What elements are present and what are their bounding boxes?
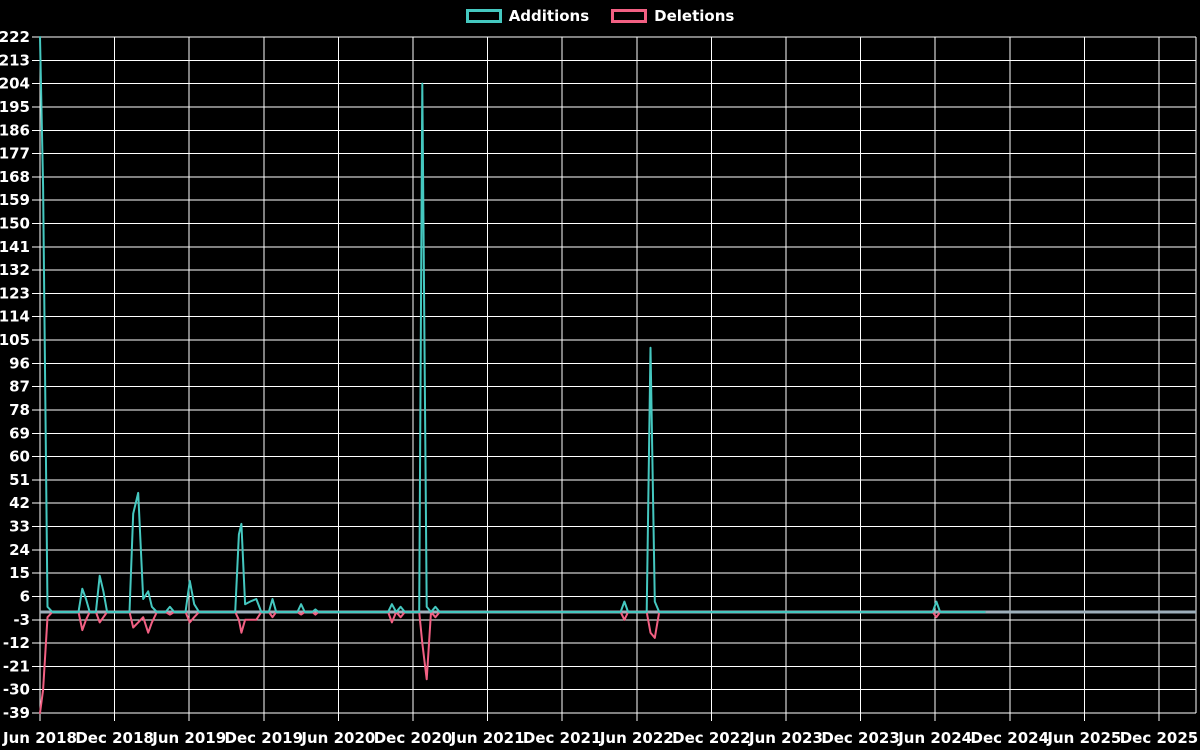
y-tick-label: 78: [9, 401, 30, 419]
y-tick-label: -39: [3, 704, 30, 722]
x-tick-label: Jun 2023: [748, 729, 823, 747]
deletions-swatch-icon: [611, 9, 648, 23]
x-tick-label: Dec 2019: [225, 729, 304, 747]
y-tick-label: -30: [3, 681, 30, 699]
y-tick-label: 114: [0, 308, 30, 326]
additions-line: [39, 36, 986, 613]
y-tick-label: 96: [9, 354, 30, 372]
x-tick-label: Jun 2018: [2, 729, 77, 747]
y-tick-label: 177: [0, 145, 30, 163]
chart-legend: Additions Deletions: [0, 6, 1200, 26]
y-tick-label: 159: [0, 191, 30, 209]
x-tick-label: Jun 2021: [450, 729, 525, 747]
x-tick-label: Dec 2018: [75, 729, 154, 747]
x-tick-label: Dec 2022: [672, 729, 751, 747]
x-tick-label: Dec 2023: [821, 729, 900, 747]
y-tick-label: 15: [9, 564, 30, 582]
y-tick-label: 204: [0, 75, 30, 93]
deletions-line: [39, 611, 986, 714]
y-tick-label: 42: [9, 494, 30, 512]
y-tick-label: 69: [9, 424, 30, 442]
y-tick-label: 105: [0, 331, 30, 349]
y-tick-label: 60: [9, 448, 30, 466]
y-tick-label: -21: [3, 657, 30, 675]
y-tick-label: 33: [9, 518, 30, 536]
deletions-legend-label: Deletions: [654, 7, 735, 25]
y-tick-label: 51: [9, 471, 30, 489]
y-tick-label: 168: [0, 168, 30, 186]
y-tick-label: 150: [0, 215, 30, 233]
x-tick-label: Dec 2024: [971, 729, 1050, 747]
additions-swatch-icon: [465, 9, 502, 23]
y-tick-label: -12: [3, 634, 30, 652]
x-tick-label: Jun 2022: [599, 729, 674, 747]
y-tick-label: 123: [0, 284, 30, 302]
y-tick-label: 195: [0, 98, 30, 116]
x-tick-label: Jun 2020: [300, 729, 375, 747]
x-tick-label: Dec 2025: [1120, 729, 1199, 747]
y-tick-label: 222: [0, 28, 30, 46]
additions-legend-label: Additions: [508, 7, 590, 25]
y-tick-label: 141: [0, 238, 30, 256]
y-tick-label: 6: [20, 587, 30, 605]
legend-item-additions[interactable]: Additions: [465, 6, 590, 26]
y-tick-label: 186: [0, 121, 30, 139]
x-tick-label: Jun 2024: [897, 729, 972, 747]
x-tick-label: Dec 2021: [523, 729, 602, 747]
x-tick-label: Dec 2020: [374, 729, 453, 747]
y-tick-label: 87: [9, 378, 30, 396]
y-tick-label: -3: [13, 611, 30, 629]
legend-item-deletions[interactable]: Deletions: [611, 6, 734, 26]
y-tick-label: 213: [0, 51, 30, 69]
y-tick-label: 24: [9, 541, 30, 559]
y-tick-label: 132: [0, 261, 30, 279]
x-tick-label: Jun 2025: [1046, 729, 1121, 747]
x-tick-label: Jun 2019: [151, 729, 226, 747]
